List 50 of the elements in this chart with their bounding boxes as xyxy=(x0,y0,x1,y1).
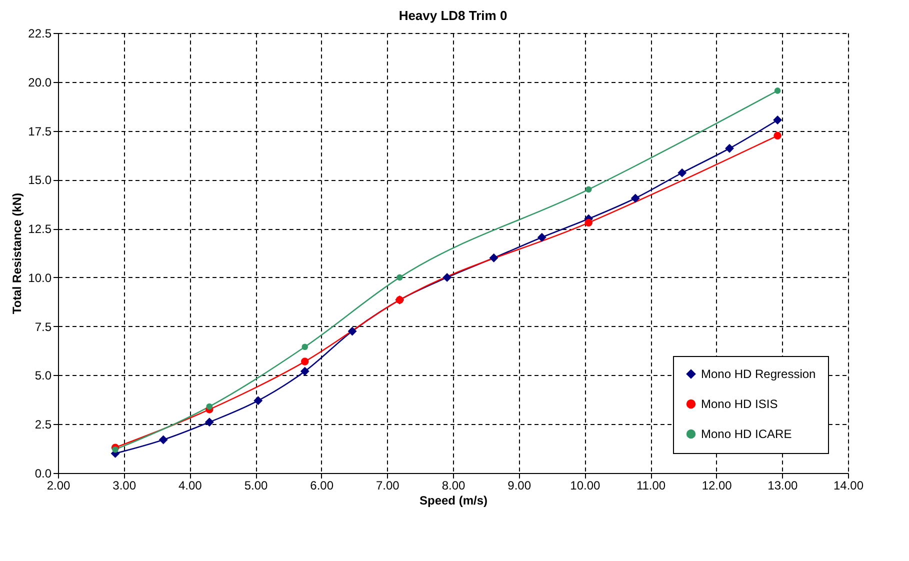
point xyxy=(773,116,782,124)
point xyxy=(584,218,592,227)
point xyxy=(774,132,782,140)
y-tick-label: 12.5 xyxy=(28,222,52,236)
point xyxy=(774,88,781,94)
y-tick-label: 22.5 xyxy=(28,26,52,40)
point xyxy=(204,418,214,427)
y-tick-label: 7.5 xyxy=(34,320,52,334)
x-tick-label: 10.00 xyxy=(570,478,601,492)
x-tick-label: 7.00 xyxy=(376,478,400,492)
point xyxy=(489,253,498,262)
x-tick-label: 11.00 xyxy=(636,478,666,492)
x-tick-label: 3.00 xyxy=(112,478,136,492)
point xyxy=(302,344,308,350)
point xyxy=(585,186,592,193)
point xyxy=(442,272,452,282)
point xyxy=(158,435,168,444)
point xyxy=(678,168,687,178)
x-tick-label: 8.00 xyxy=(442,478,466,492)
point xyxy=(300,366,310,376)
point xyxy=(630,194,640,203)
point xyxy=(725,144,734,153)
point xyxy=(206,403,213,410)
legend-label: Mono HD ISIS xyxy=(701,397,778,411)
y-tick-label: 10.0 xyxy=(28,270,52,285)
x-tick-label: 12.00 xyxy=(702,478,732,492)
y-axis-title: Total Resistance (kN) xyxy=(10,192,24,314)
y-tick-label: 2.5 xyxy=(34,418,52,432)
point xyxy=(396,274,403,281)
x-tick-label: 6.00 xyxy=(310,478,334,492)
point xyxy=(348,326,357,336)
legend-label: Mono HD Regression xyxy=(701,367,816,381)
x-tick-label: 2.00 xyxy=(46,478,70,492)
point xyxy=(254,396,263,406)
point xyxy=(537,232,546,242)
x-tick-label: 9.00 xyxy=(508,478,532,492)
legend-label: Mono HD ICARE xyxy=(701,427,792,441)
point xyxy=(301,358,309,366)
point xyxy=(112,446,118,453)
x-tick-label: 13.00 xyxy=(768,478,798,492)
chart-title: Heavy LD8 Trim 0 xyxy=(398,8,508,23)
x-tick-label: 14.00 xyxy=(833,478,864,492)
y-tick-label: 0.0 xyxy=(34,466,52,480)
y-tick-label: 20.0 xyxy=(28,75,52,90)
x-tick-label: 5.00 xyxy=(244,478,268,492)
y-tick-label: 17.5 xyxy=(28,124,52,138)
x-tick-label: 4.00 xyxy=(178,478,202,492)
x-axis-title: Speed (m/s) xyxy=(419,494,488,508)
y-tick-label: 15.0 xyxy=(28,173,52,188)
y-tick-label: 5.0 xyxy=(34,368,52,383)
